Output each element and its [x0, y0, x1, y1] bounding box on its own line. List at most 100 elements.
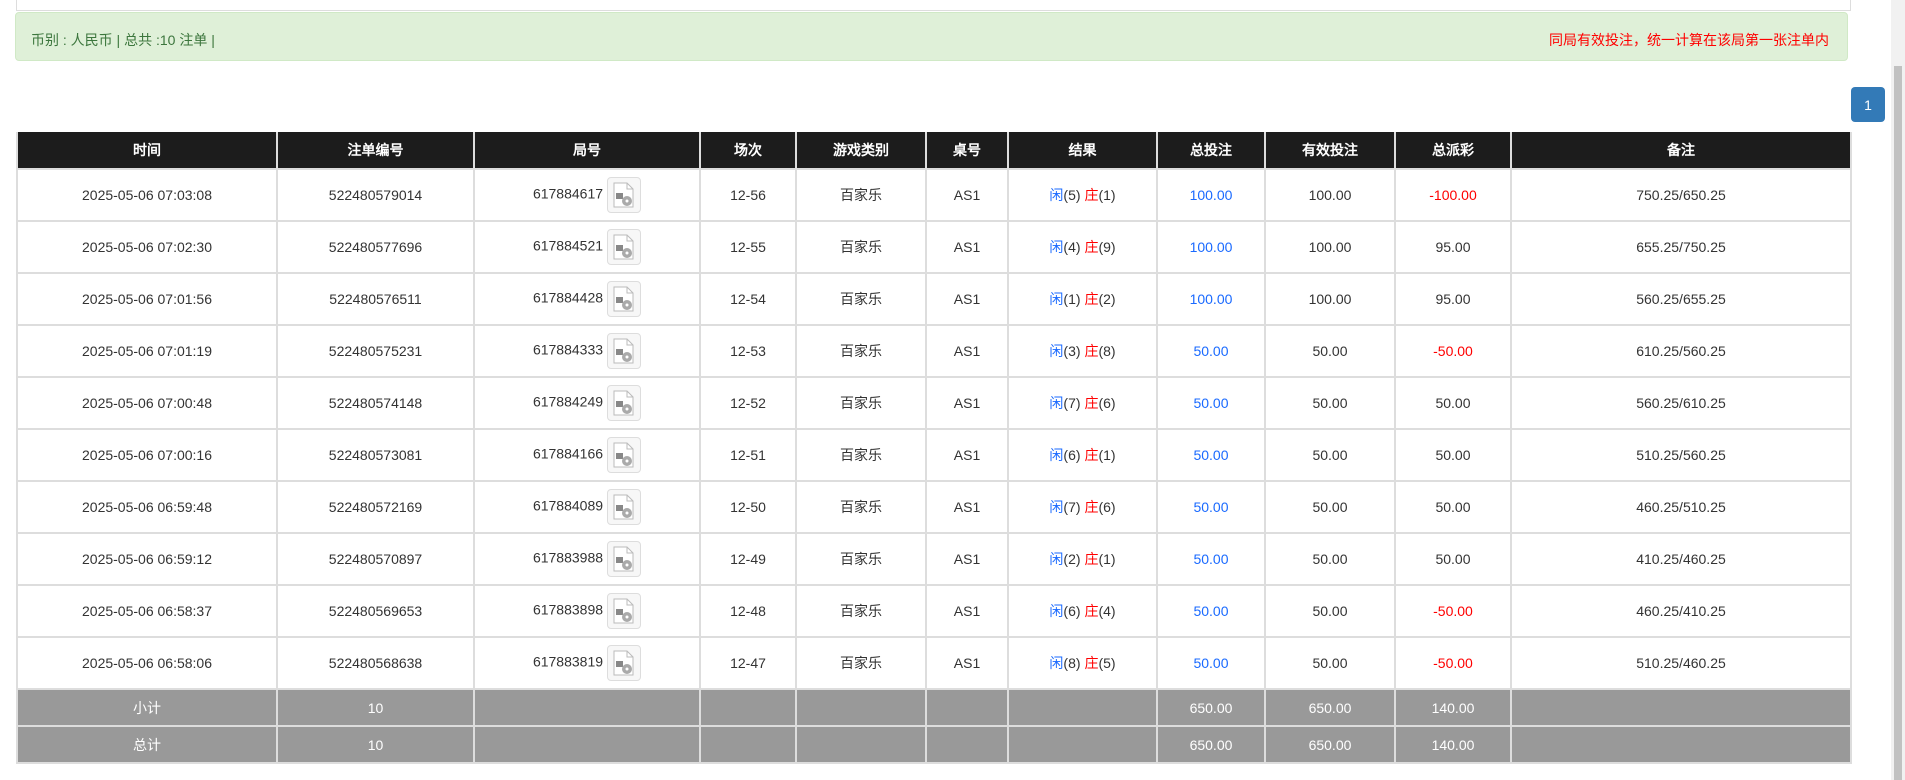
video-file-icon[interactable] [607, 489, 642, 525]
banker-points: (1) [1098, 551, 1116, 567]
table-row: 2025-05-06 07:01:19 522480575231 617884333… [16, 324, 1852, 378]
time-cell: 2025-05-06 06:58:37 [16, 584, 278, 638]
payout-cell: 50.00 [1394, 428, 1512, 482]
vertical-scrollbar[interactable] [1891, 0, 1905, 780]
header-round: 局号 [473, 132, 701, 170]
player-points: (6) [1063, 603, 1081, 619]
result-cell: 闲(5) 庄(1) [1007, 168, 1158, 222]
valid-bet-cell: 50.00 [1264, 532, 1396, 586]
empty-cell [473, 688, 701, 727]
valid-bet-cell: 100.00 [1264, 168, 1396, 222]
shoe-cell: 12-51 [699, 428, 797, 482]
note-cell: 610.25/560.25 [1510, 324, 1852, 378]
subtotal-total-bet: 650.00 [1156, 688, 1266, 727]
header-note: 备注 [1510, 132, 1852, 170]
valid-bet-cell: 50.00 [1264, 584, 1396, 638]
round-cell: 617883819 [473, 636, 701, 690]
game-type-cell: 百家乐 [795, 220, 927, 274]
total-bet-cell: 100.00 [1156, 272, 1266, 326]
game-type-cell: 百家乐 [795, 636, 927, 690]
table-no-cell: AS1 [925, 636, 1009, 690]
notice-text: 同局有效投注，统一计算在该局第一张注单内 [1549, 32, 1829, 48]
subtotal-row: 小计 10 650.00 650.00 140.00 [16, 688, 1852, 727]
banker-points: (1) [1098, 447, 1116, 463]
valid-bet-cell: 50.00 [1264, 636, 1396, 690]
video-file-icon[interactable] [607, 177, 642, 213]
table-no-cell: AS1 [925, 428, 1009, 482]
note-cell: 655.25/750.25 [1510, 220, 1852, 274]
round-number: 617883819 [532, 653, 604, 670]
payout-cell: 50.00 [1394, 376, 1512, 430]
total-bet-cell: 50.00 [1156, 532, 1266, 586]
player-label: 闲 [1049, 291, 1064, 307]
bet-id-cell: 522480569653 [276, 584, 475, 638]
time-cell: 2025-05-06 07:00:48 [16, 376, 278, 430]
round-number: 617884333 [532, 341, 604, 358]
total-label: 总计 [16, 725, 278, 764]
table-row: 2025-05-06 07:00:48 522480574148 617884249… [16, 376, 1852, 430]
scrollbar-thumb[interactable] [1894, 66, 1902, 780]
time-cell: 2025-05-06 07:00:16 [16, 428, 278, 482]
video-file-icon[interactable] [607, 229, 642, 265]
shoe-cell: 12-55 [699, 220, 797, 274]
header-table-no: 桌号 [925, 132, 1009, 170]
note-cell: 460.25/410.25 [1510, 584, 1852, 638]
total-bet-cell: 50.00 [1156, 636, 1266, 690]
shoe-cell: 12-53 [699, 324, 797, 378]
video-file-icon[interactable] [607, 437, 642, 473]
round-cell: 617884428 [473, 272, 701, 326]
banker-label: 庄 [1084, 239, 1099, 255]
player-points: (2) [1063, 551, 1081, 567]
table-no-cell: AS1 [925, 376, 1009, 430]
shoe-cell: 12-48 [699, 584, 797, 638]
note-cell: 560.25/610.25 [1510, 376, 1852, 430]
video-file-icon[interactable] [607, 645, 642, 681]
banker-label: 庄 [1084, 447, 1099, 463]
round-number: 617883898 [532, 601, 604, 618]
empty-cell [699, 725, 797, 764]
header-time: 时间 [16, 132, 278, 170]
shoe-cell: 12-56 [699, 168, 797, 222]
subtotal-label: 小计 [16, 688, 278, 727]
round-cell: 617884089 [473, 480, 701, 534]
empty-cell [699, 688, 797, 727]
header-payout: 总派彩 [1394, 132, 1512, 170]
player-points: (7) [1063, 395, 1081, 411]
round-cell: 617884521 [473, 220, 701, 274]
bet-records-table: 时间 注单编号 局号 场次 游戏类别 桌号 结果 总投注 有效投注 总派彩 备注 2025-05-0… [16, 132, 1852, 764]
bet-id-cell: 522480577696 [276, 220, 475, 274]
player-label: 闲 [1049, 499, 1064, 515]
player-label: 闲 [1049, 551, 1064, 567]
banker-label: 庄 [1084, 499, 1099, 515]
video-file-icon[interactable] [607, 333, 642, 369]
time-cell: 2025-05-06 07:03:08 [16, 168, 278, 222]
result-cell: 闲(7) 庄(6) [1007, 376, 1158, 430]
video-file-icon[interactable] [607, 541, 642, 577]
table-row: 2025-05-06 06:58:37 522480569653 617883898… [16, 584, 1852, 638]
empty-cell [1510, 725, 1852, 764]
note-cell: 510.25/460.25 [1510, 636, 1852, 690]
time-cell: 2025-05-06 06:59:48 [16, 480, 278, 534]
valid-bet-cell: 50.00 [1264, 376, 1396, 430]
result-cell: 闲(6) 庄(4) [1007, 584, 1158, 638]
note-cell: 410.25/460.25 [1510, 532, 1852, 586]
header-total-bet: 总投注 [1156, 132, 1266, 170]
bet-id-cell: 522480573081 [276, 428, 475, 482]
top-panel-edge [16, 0, 1851, 11]
round-cell: 617884249 [473, 376, 701, 430]
header-valid-bet: 有效投注 [1264, 132, 1396, 170]
player-label: 闲 [1049, 655, 1064, 671]
bet-id-cell: 522480574148 [276, 376, 475, 430]
round-cell: 617884617 [473, 168, 701, 222]
player-points: (7) [1063, 499, 1081, 515]
valid-bet-cell: 50.00 [1264, 428, 1396, 482]
video-file-icon[interactable] [607, 593, 642, 629]
player-label: 闲 [1049, 395, 1064, 411]
round-number: 617884617 [532, 185, 604, 202]
shoe-cell: 12-50 [699, 480, 797, 534]
page-1-button[interactable]: 1 [1851, 87, 1885, 122]
round-cell: 617883988 [473, 532, 701, 586]
video-file-icon[interactable] [607, 385, 642, 421]
total-count: 10 [276, 725, 475, 764]
video-file-icon[interactable] [607, 281, 642, 317]
